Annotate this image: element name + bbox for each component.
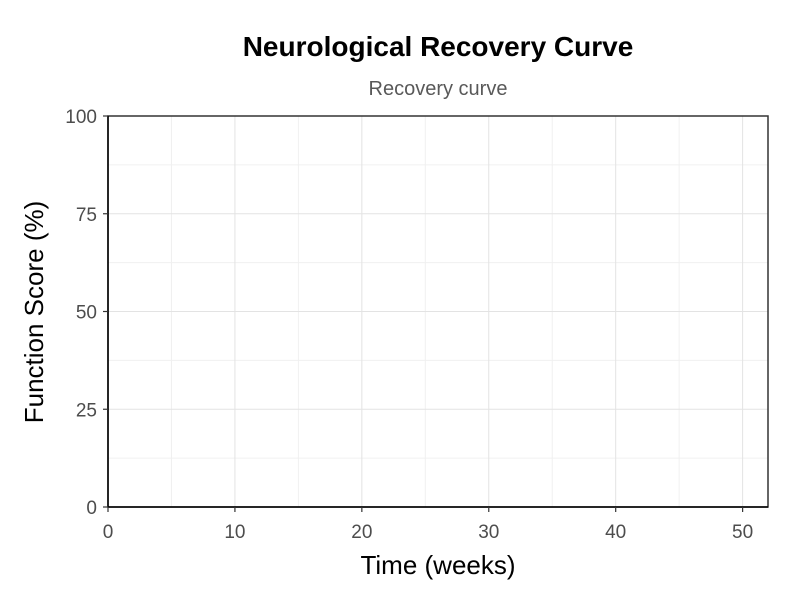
x-tick-label: 30: [478, 522, 499, 543]
chart-subtitle: Recovery curve: [369, 78, 508, 100]
y-tick-label: 0: [86, 498, 97, 519]
plot-panel: [107, 115, 769, 508]
y-tick-label: 50: [76, 303, 97, 324]
y-axis-title: Function Score (%): [19, 201, 49, 424]
x-axis-title: Time (weeks): [360, 550, 515, 580]
x-tick-label: 40: [605, 522, 626, 543]
y-axis-ticks: 0 25 50 75 100: [65, 107, 108, 519]
y-tick-label: 100: [65, 107, 97, 128]
x-tick-label: 10: [224, 522, 245, 543]
chart-title: Neurological Recovery Curve: [243, 31, 634, 62]
x-tick-label: 50: [732, 522, 753, 543]
y-tick-label: 75: [76, 205, 97, 226]
x-tick-label: 0: [103, 522, 114, 543]
x-tick-label: 20: [351, 522, 372, 543]
y-tick-label: 25: [76, 400, 97, 421]
x-axis-ticks: 0 10 20 30 40 50: [103, 507, 753, 543]
